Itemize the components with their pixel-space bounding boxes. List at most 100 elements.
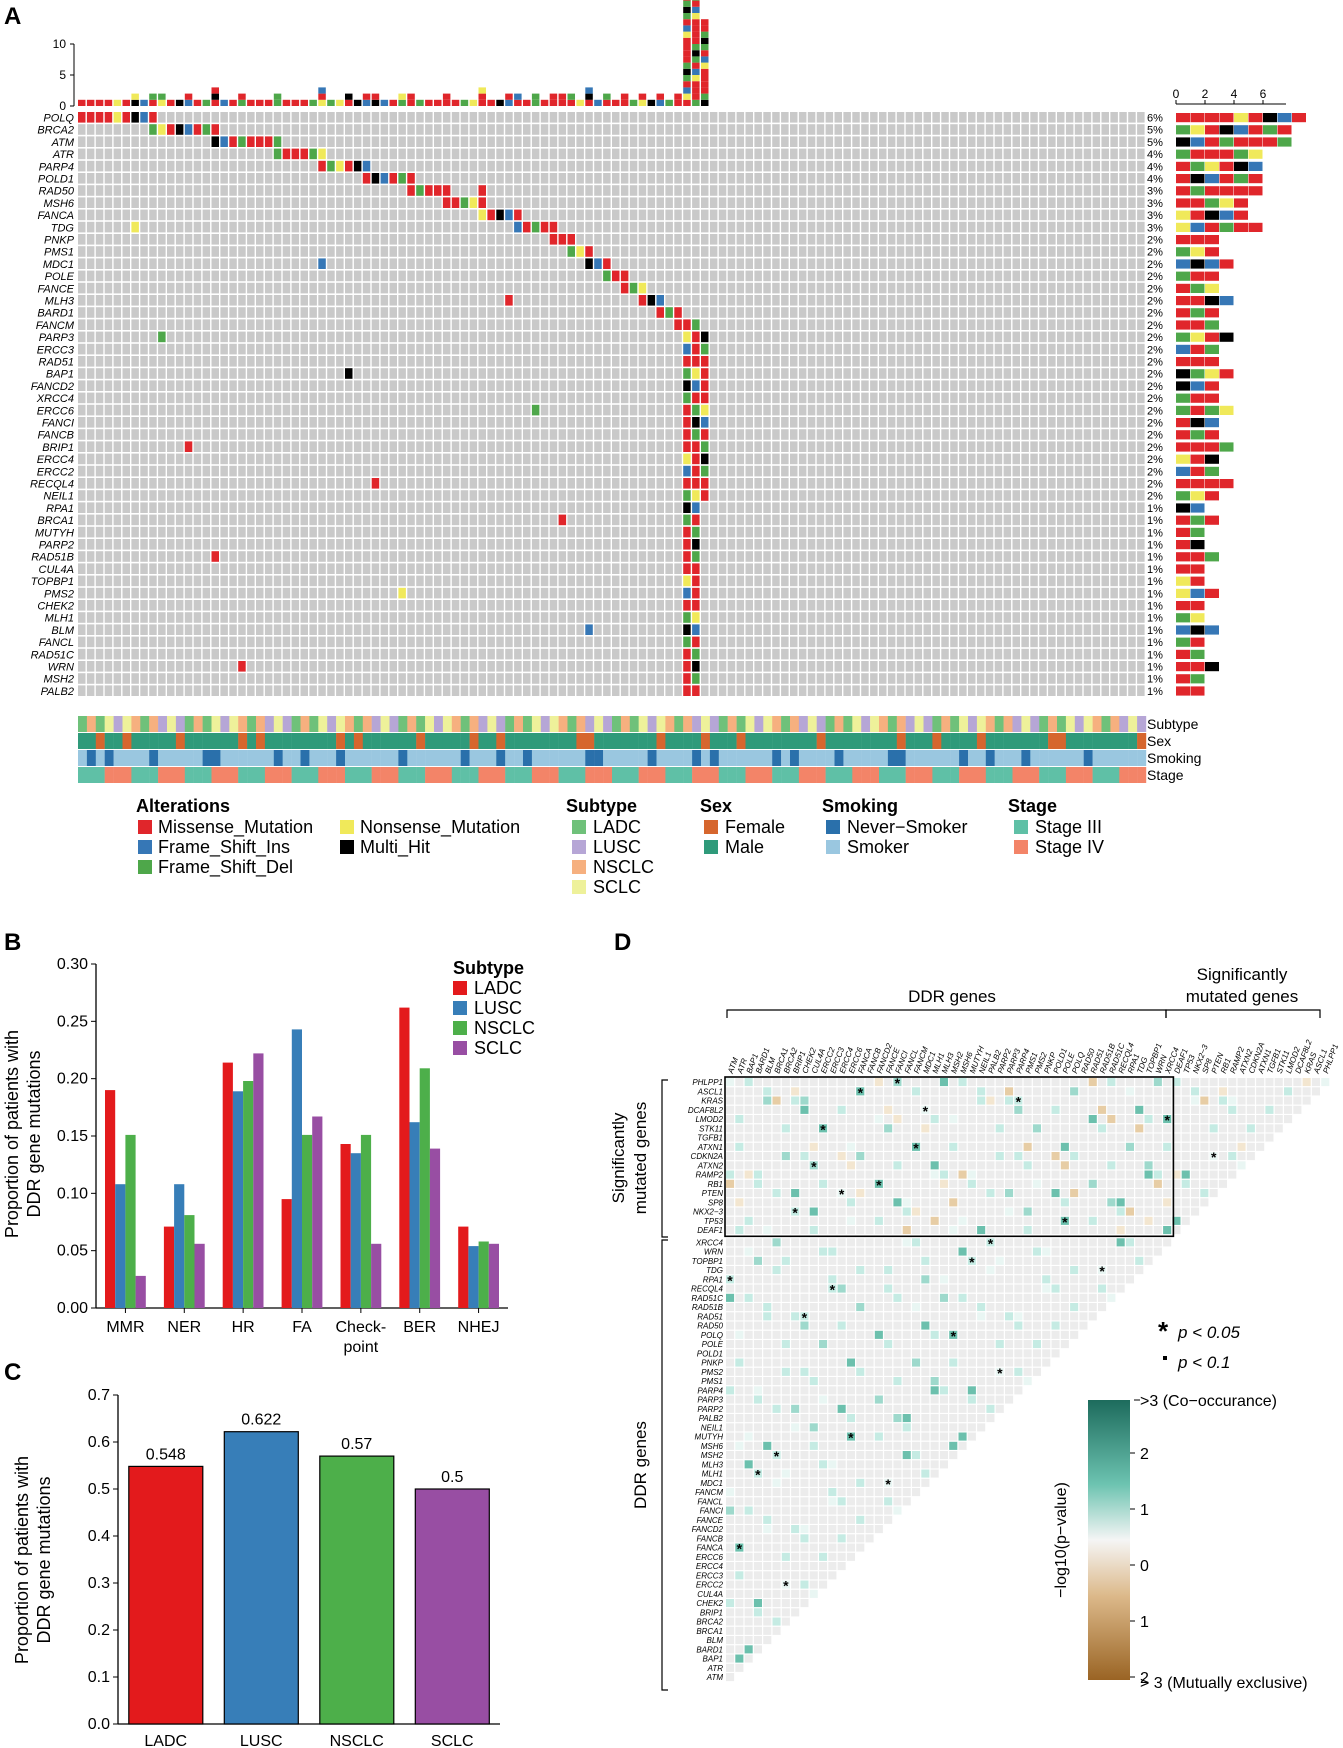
empty-cell xyxy=(843,112,851,123)
empty-cell xyxy=(175,258,184,269)
empty-cell xyxy=(629,270,638,282)
empty-cell xyxy=(131,563,139,574)
empty-cell xyxy=(816,148,825,160)
empty-cell xyxy=(638,404,647,416)
empty-cell xyxy=(905,575,914,587)
empty-cell xyxy=(451,453,460,465)
empty-cell xyxy=(327,563,335,574)
empty-cell xyxy=(442,551,451,562)
empty-cell xyxy=(718,453,727,465)
empty-cell xyxy=(460,209,469,221)
empty-cell xyxy=(167,429,175,440)
alteration-cell xyxy=(692,575,700,587)
empty-cell xyxy=(158,600,166,611)
empty-cell xyxy=(345,575,353,587)
empty-cell xyxy=(852,148,860,160)
empty-cell xyxy=(968,221,976,233)
empty-cell xyxy=(122,514,130,526)
empty-cell xyxy=(514,160,522,172)
empty-cell xyxy=(282,307,291,318)
empty-cell xyxy=(238,246,246,257)
empty-cell xyxy=(656,563,664,574)
empty-cell xyxy=(1137,307,1145,318)
empty-cell xyxy=(727,148,736,160)
empty-cell xyxy=(353,270,362,282)
empty-cell xyxy=(985,404,994,416)
empty-cell xyxy=(585,575,593,587)
empty-cell xyxy=(496,246,504,257)
empty-cell xyxy=(113,160,122,172)
empty-cell xyxy=(1119,404,1127,416)
empty-cell xyxy=(1074,270,1083,282)
empty-cell xyxy=(1021,356,1029,367)
empty-cell xyxy=(923,502,931,513)
empty-cell xyxy=(612,282,620,294)
empty-cell xyxy=(1048,356,1056,367)
top-bar-segment xyxy=(345,99,353,106)
alteration-cell xyxy=(487,209,495,221)
empty-cell xyxy=(656,514,664,526)
empty-cell xyxy=(184,270,193,282)
empty-cell xyxy=(683,160,691,172)
empty-cell xyxy=(1092,209,1101,221)
empty-cell xyxy=(523,234,531,245)
empty-cell xyxy=(816,197,825,208)
empty-cell xyxy=(220,270,228,282)
empty-cell xyxy=(264,551,273,562)
empty-cell xyxy=(273,380,282,391)
empty-cell xyxy=(1074,173,1083,184)
empty-cell xyxy=(852,429,860,440)
alteration-cell xyxy=(692,441,700,452)
empty-cell xyxy=(887,136,896,147)
empty-cell xyxy=(736,185,745,196)
empty-cell xyxy=(158,514,166,526)
empty-cell xyxy=(460,112,469,123)
alteration-cell xyxy=(692,319,700,330)
empty-cell xyxy=(238,539,246,550)
empty-cell xyxy=(745,197,753,208)
empty-cell xyxy=(1065,307,1074,318)
empty-cell xyxy=(380,465,389,477)
empty-cell xyxy=(291,417,300,428)
empty-cell xyxy=(887,124,896,135)
empty-cell xyxy=(932,295,940,306)
empty-cell xyxy=(585,551,593,562)
empty-cell xyxy=(976,246,985,257)
empty-cell xyxy=(487,429,495,440)
empty-cell xyxy=(264,563,273,574)
empty-cell xyxy=(941,209,949,221)
top-bar-segment xyxy=(692,50,700,57)
empty-cell xyxy=(478,465,486,477)
empty-cell xyxy=(149,307,157,318)
empty-cell xyxy=(1057,551,1065,562)
empty-cell xyxy=(362,295,371,306)
empty-cell xyxy=(1030,112,1038,123)
empty-cell xyxy=(1119,575,1127,587)
empty-cell xyxy=(558,380,567,391)
empty-cell xyxy=(113,295,122,306)
empty-cell xyxy=(398,160,406,172)
empty-cell xyxy=(496,343,504,355)
empty-cell xyxy=(1074,234,1083,245)
empty-cell xyxy=(870,319,878,330)
empty-cell xyxy=(78,514,86,526)
empty-cell xyxy=(1048,112,1056,123)
empty-cell xyxy=(647,380,656,391)
empty-cell xyxy=(353,148,362,160)
empty-cell xyxy=(816,356,825,367)
empty-cell xyxy=(638,380,647,391)
empty-cell xyxy=(727,209,736,221)
empty-cell xyxy=(238,295,246,306)
empty-cell xyxy=(158,221,166,233)
empty-cell xyxy=(727,417,736,428)
empty-cell xyxy=(683,173,691,184)
alteration-cell xyxy=(211,551,219,562)
empty-cell xyxy=(416,551,424,562)
empty-cell xyxy=(353,307,362,318)
empty-cell xyxy=(807,221,816,233)
empty-cell xyxy=(487,282,495,294)
empty-cell xyxy=(523,343,531,355)
empty-cell xyxy=(932,258,940,269)
empty-cell xyxy=(923,234,931,245)
empty-cell xyxy=(905,453,914,465)
